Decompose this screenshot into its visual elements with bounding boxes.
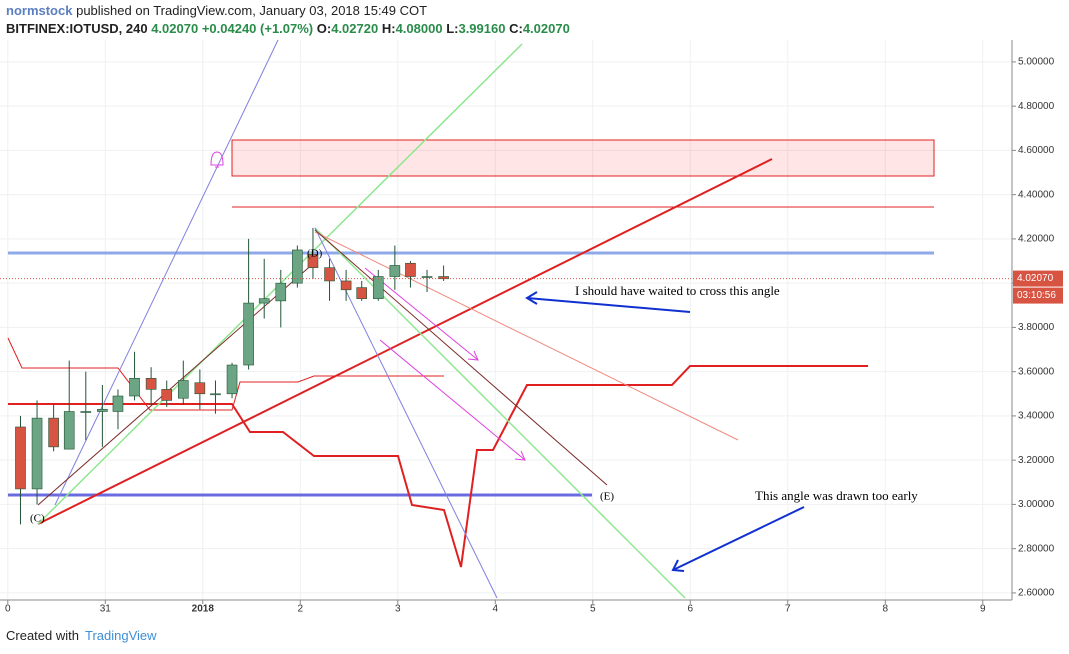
x-tick-label: 2018 — [192, 604, 215, 615]
candle-body — [405, 262, 416, 277]
candle-body — [275, 282, 287, 302]
arrow — [672, 506, 805, 571]
annotation: (C) — [30, 513, 45, 525]
candle-body — [80, 411, 92, 413]
y-tick-label: 3.80000 — [1018, 322, 1055, 333]
y-tick-label: 2.80000 — [1018, 543, 1055, 554]
arrow-head — [514, 450, 526, 461]
change: +0.04240 (+1.07%) — [201, 21, 314, 36]
y-tick-label: 3.20000 — [1018, 455, 1055, 466]
close: 4.02070 — [522, 21, 570, 36]
zone — [231, 139, 935, 177]
x-tick-label: 4 — [492, 604, 498, 615]
candle-body — [324, 267, 335, 282]
candle-body — [356, 287, 368, 299]
alert-icon — [210, 151, 224, 168]
y-tick-label: 4.80000 — [1018, 101, 1055, 112]
x-tick-label: 6 — [687, 604, 693, 615]
footer: Created with TradingView — [6, 628, 157, 643]
x-tick-label: 3 — [395, 604, 401, 615]
candle-body — [194, 382, 206, 395]
arrow-head — [525, 291, 538, 305]
y-tick-label: 3.00000 — [1018, 499, 1055, 510]
indicator-line — [7, 337, 444, 411]
candle-body — [421, 276, 433, 278]
l-label: L: — [446, 21, 459, 36]
created-with: Created with — [6, 628, 79, 643]
candle-body — [258, 298, 270, 304]
arrow — [379, 339, 526, 461]
annotation: (E) — [600, 491, 614, 503]
candle-body — [340, 280, 352, 291]
x-tick-label: 8 — [882, 604, 888, 615]
candle-body — [161, 389, 173, 401]
x-tick-label: 9 — [980, 604, 986, 615]
o-label: O: — [316, 21, 332, 36]
trend-line — [314, 229, 608, 486]
candle-body — [372, 276, 384, 299]
x-tick-label: 0 — [5, 604, 11, 615]
candle-body — [97, 408, 108, 412]
price: 4.02070 — [151, 21, 199, 36]
symbol: BITFINEX:IOTUSD, 240 — [6, 21, 148, 36]
candle-body — [15, 426, 26, 490]
fan-line — [314, 231, 739, 441]
annotation: I should have waited to cross this angle — [575, 283, 780, 298]
h-label: H: — [381, 21, 396, 36]
candle-body — [210, 393, 221, 396]
x-tick-label: 5 — [590, 604, 596, 615]
author[interactable]: normstock — [6, 3, 73, 18]
candle-body — [31, 417, 43, 490]
brand[interactable]: TradingView — [84, 628, 157, 643]
arrow-head — [671, 559, 685, 572]
high: 4.08000 — [395, 21, 443, 36]
candle-body — [438, 276, 449, 280]
published: published on TradingView.com, January 03… — [76, 3, 428, 18]
price-tag-label: 4.02070 — [1017, 273, 1054, 284]
symbol-line: BITFINEX:IOTUSD, 240 4.02070 +0.04240 (+… — [6, 21, 570, 36]
arrow — [364, 267, 479, 361]
candle-body — [389, 265, 401, 277]
y-tick-label: 4.40000 — [1018, 189, 1055, 200]
candle-body — [307, 254, 319, 268]
candle-body — [145, 378, 157, 390]
countdown-tag — [1013, 287, 1063, 304]
candle-body — [129, 378, 140, 397]
trend-line — [37, 158, 773, 525]
y-tick-label: 3.60000 — [1018, 366, 1055, 377]
y-tick-label: 4.20000 — [1018, 234, 1055, 245]
open: 4.02720 — [331, 21, 379, 36]
price-tag — [1013, 270, 1063, 287]
y-tick-label: 3.40000 — [1018, 411, 1055, 422]
indicator-line — [8, 365, 868, 568]
candle-body — [292, 249, 303, 284]
c-label: C: — [509, 21, 523, 36]
x-tick-label: 7 — [785, 604, 791, 615]
annotation: This angle was drawn too early — [755, 488, 918, 503]
candle-body — [112, 395, 124, 412]
countdown-label: 03:10:56 — [1017, 290, 1056, 301]
fan-line — [54, 39, 279, 506]
candle-body — [177, 380, 189, 399]
y-tick-label: 2.60000 — [1018, 588, 1055, 599]
x-tick-label: 31 — [100, 604, 112, 615]
trend-line — [37, 261, 316, 506]
candle-body — [243, 302, 254, 366]
header: normstock published on TradingView.com, … — [6, 3, 427, 18]
candle-body — [226, 364, 238, 395]
candle-body — [63, 411, 75, 450]
arrow-head — [467, 350, 479, 361]
low: 3.99160 — [458, 21, 506, 36]
y-tick-label: 5.00000 — [1018, 57, 1055, 68]
arrow — [526, 297, 691, 313]
candle-body — [48, 417, 59, 448]
y-tick-label: 4.60000 — [1018, 145, 1055, 156]
annotation: (D) — [307, 248, 323, 260]
drawings — [7, 39, 935, 599]
x-tick-label: 2 — [298, 604, 304, 615]
